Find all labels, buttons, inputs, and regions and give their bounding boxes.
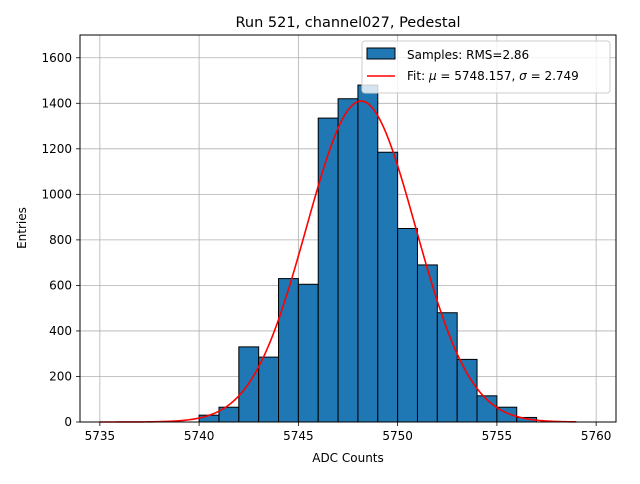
histogram-bar [297, 283, 319, 423]
x-axis-ticks: 5735 5740 5745 5750 5755 5760 [85, 422, 612, 443]
legend-fit-text-3: = 2.749 [527, 69, 579, 83]
histogram-bar [258, 356, 280, 423]
histogram-bar [397, 228, 418, 423]
legend-fit-label: Fit: μ = 5748.157, σ = 2.749 [407, 69, 579, 83]
y-tick-label: 0 [64, 415, 72, 429]
x-axis-label: ADC Counts [312, 451, 384, 465]
histogram-bar [357, 84, 379, 423]
y-tick-label: 600 [49, 278, 72, 292]
x-tick-label: 5760 [581, 429, 612, 443]
legend-histogram-swatch [366, 47, 396, 60]
x-tick-label: 5735 [85, 429, 116, 443]
legend-fit-text-1: Fit: [407, 69, 429, 83]
plot-frame [79, 34, 617, 423]
legend-fit-mu-symbol: μ [428, 69, 437, 83]
histogram-bar [317, 117, 339, 423]
x-tick-label: 5745 [283, 429, 314, 443]
histogram-bar [337, 98, 359, 423]
fit-layer [99, 100, 577, 423]
x-tick-label: 5750 [382, 429, 413, 443]
histogram-bar [278, 278, 299, 423]
legend-fit-sigma-symbol: σ [519, 69, 527, 83]
histogram-bar [377, 151, 399, 423]
y-tick-label: 1200 [41, 142, 72, 156]
histogram-bar [416, 264, 438, 423]
legend: Samples: RMS=2.86 Fit: μ = 5748.157, σ =… [361, 40, 611, 94]
y-axis-label: Entries [15, 207, 29, 249]
legend-fit-text-2: = 5748.157, [437, 69, 520, 83]
x-tick-label: 5755 [482, 429, 513, 443]
legend-box [361, 40, 611, 94]
histogram-bar [456, 358, 478, 423]
y-tick-label: 400 [49, 324, 72, 338]
y-tick-label: 1400 [41, 96, 72, 110]
y-tick-label: 200 [49, 369, 72, 383]
fit-curve [99, 100, 577, 423]
y-tick-label: 800 [49, 233, 72, 247]
chart-title: Run 521, channel027, Pedestal [235, 15, 460, 31]
legend-histogram-label: Samples: RMS=2.86 [407, 48, 529, 62]
x-tick-label: 5740 [184, 429, 215, 443]
y-tick-label: 1000 [41, 187, 72, 201]
y-axis-ticks: 0 200 400 600 800 1000 1200 1400 1600 [41, 51, 80, 429]
y-tick-label: 1600 [41, 51, 72, 65]
